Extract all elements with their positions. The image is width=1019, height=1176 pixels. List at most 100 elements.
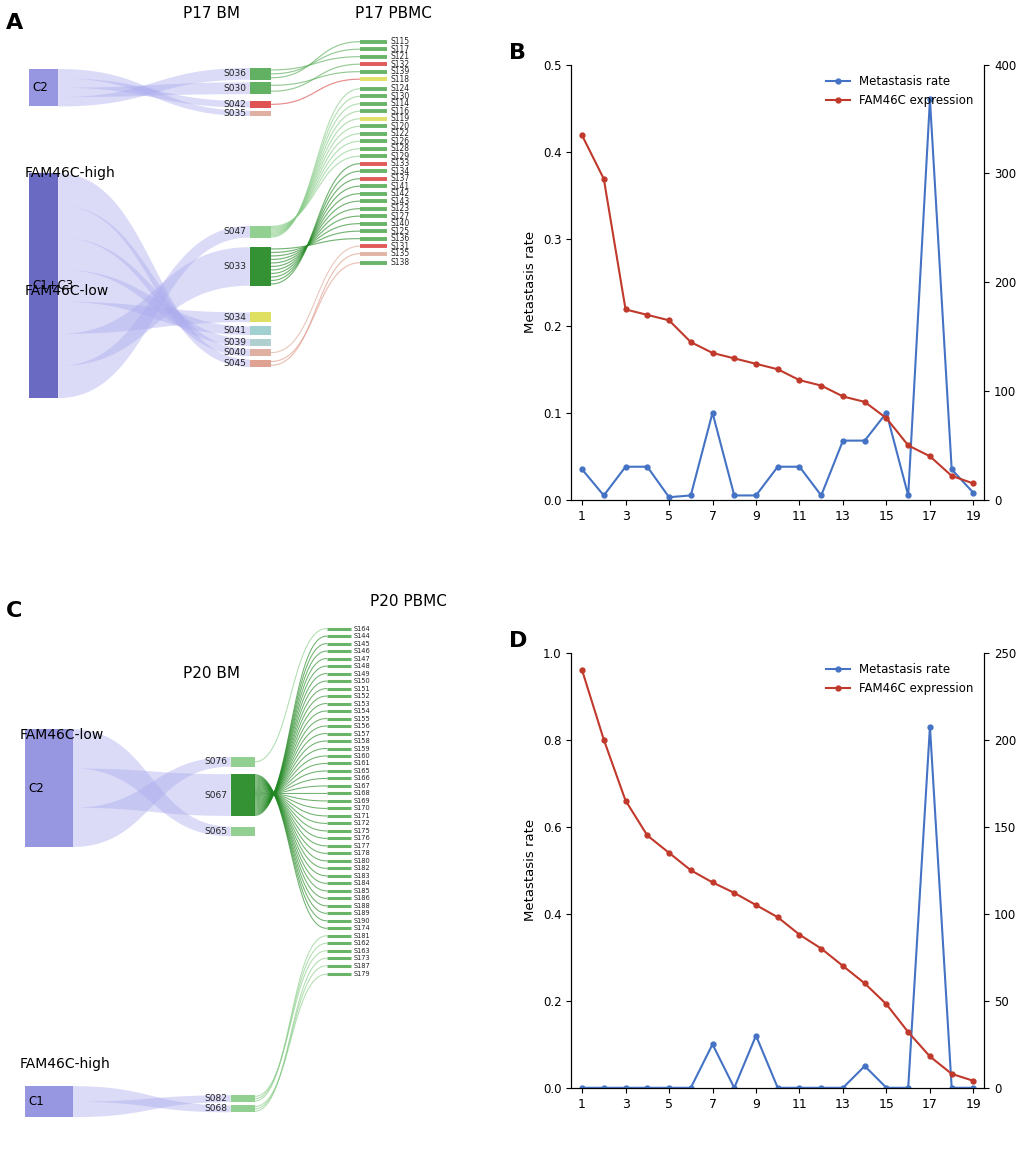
Text: S068: S068 (204, 1104, 226, 1114)
Text: S120: S120 (390, 122, 409, 131)
FAM46C expression (641, 308, 653, 322)
Metastasis rate (814, 488, 826, 502)
Metastasis rate (901, 488, 913, 502)
Bar (250, 349, 271, 356)
Metastasis rate (858, 1058, 870, 1073)
Metastasis rate (576, 1081, 588, 1095)
Bar (250, 313, 271, 322)
Bar (250, 339, 271, 346)
Bar (250, 327, 271, 335)
Text: S169: S169 (354, 799, 370, 804)
FAM46C expression (728, 886, 740, 900)
Text: S162: S162 (354, 941, 370, 947)
Text: C1+C3: C1+C3 (33, 279, 74, 292)
FAM46C expression (684, 335, 696, 349)
FAM46C expression (619, 794, 631, 808)
Text: S144: S144 (354, 633, 370, 639)
FAM46C expression (597, 733, 609, 747)
Metastasis rate (641, 1081, 653, 1095)
Text: C2: C2 (33, 81, 49, 94)
FAM46C expression (901, 1025, 913, 1040)
Metastasis rate (945, 462, 957, 476)
FAM46C expression (619, 302, 631, 316)
FAM46C expression (966, 1074, 978, 1088)
FAM46C expression (771, 910, 784, 924)
Metastasis rate (966, 1081, 978, 1095)
Bar (230, 774, 255, 816)
Text: FAM46C-low: FAM46C-low (19, 728, 104, 742)
Text: S145: S145 (354, 641, 370, 647)
Text: FAM46C-low: FAM46C-low (24, 285, 109, 298)
Text: S157: S157 (354, 730, 370, 736)
FAM46C expression (793, 928, 805, 942)
FAM46C expression (597, 172, 609, 186)
Y-axis label: Metastasis rate: Metastasis rate (524, 232, 537, 333)
Metastasis rate (662, 490, 675, 505)
Y-axis label: Metastasis rate: Metastasis rate (524, 820, 537, 921)
Text: S154: S154 (354, 708, 370, 714)
Text: S160: S160 (354, 753, 370, 759)
Text: S152: S152 (354, 693, 370, 699)
Line: Metastasis rate: Metastasis rate (579, 724, 975, 1090)
Polygon shape (72, 757, 230, 847)
Polygon shape (58, 226, 250, 397)
Text: S124: S124 (390, 85, 409, 93)
Text: S153: S153 (354, 701, 370, 707)
Metastasis rate (728, 488, 740, 502)
Text: S156: S156 (354, 723, 370, 729)
Metastasis rate (923, 720, 935, 734)
Text: S138: S138 (390, 259, 409, 267)
Text: S065: S065 (204, 827, 226, 836)
Metastasis rate (945, 1081, 957, 1095)
Metastasis rate (901, 1081, 913, 1095)
Text: S151: S151 (354, 686, 370, 691)
Text: S184: S184 (354, 881, 370, 887)
Text: C1: C1 (28, 1095, 44, 1108)
Metastasis rate (793, 460, 805, 474)
Text: S166: S166 (354, 775, 370, 782)
Polygon shape (58, 69, 250, 116)
Line: FAM46C expression: FAM46C expression (579, 133, 975, 486)
Text: S188: S188 (354, 903, 370, 909)
Metastasis rate (706, 1037, 718, 1051)
Text: FAM46C-high: FAM46C-high (19, 1057, 110, 1070)
Text: P20 BM: P20 BM (182, 666, 239, 681)
FAM46C expression (945, 469, 957, 483)
Text: S167: S167 (354, 783, 370, 789)
Text: S190: S190 (354, 917, 370, 924)
Bar (250, 82, 271, 94)
Text: B: B (508, 42, 526, 64)
FAM46C expression (793, 373, 805, 387)
FAM46C expression (966, 476, 978, 490)
Text: S134: S134 (390, 167, 410, 175)
FAM46C expression (706, 875, 718, 889)
Text: S140: S140 (390, 219, 410, 228)
FAM46C expression (662, 846, 675, 860)
Text: S033: S033 (223, 262, 246, 270)
Text: S131: S131 (390, 241, 409, 250)
Text: S139: S139 (390, 67, 410, 76)
Text: S136: S136 (390, 234, 410, 243)
Text: S175: S175 (354, 828, 370, 834)
Text: S141: S141 (390, 181, 409, 191)
Polygon shape (58, 173, 250, 367)
Text: S030: S030 (223, 83, 246, 93)
Text: S171: S171 (354, 813, 370, 818)
Polygon shape (58, 302, 250, 334)
Text: S123: S123 (390, 205, 409, 213)
Polygon shape (58, 79, 250, 107)
Metastasis rate (771, 460, 784, 474)
Text: S164: S164 (354, 626, 370, 632)
Text: S118: S118 (390, 74, 409, 83)
Metastasis rate (662, 1081, 675, 1095)
Text: S137: S137 (390, 174, 410, 183)
FAM46C expression (858, 395, 870, 409)
Polygon shape (72, 1087, 230, 1112)
Text: FAM46C-high: FAM46C-high (24, 166, 115, 180)
Text: S161: S161 (354, 761, 370, 767)
Text: S082: S082 (204, 1094, 226, 1103)
Text: S126: S126 (390, 136, 409, 146)
Legend: Metastasis rate, FAM46C expression: Metastasis rate, FAM46C expression (820, 71, 977, 112)
FAM46C expression (814, 942, 826, 956)
Text: S187: S187 (354, 963, 370, 969)
